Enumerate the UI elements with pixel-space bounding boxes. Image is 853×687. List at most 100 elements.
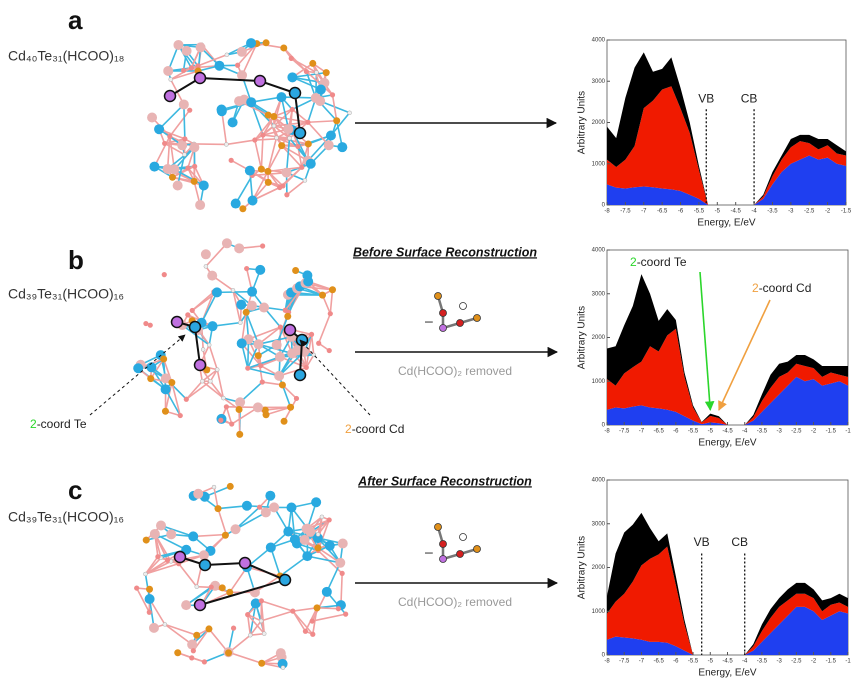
site-text: -coord Cd bbox=[352, 422, 405, 436]
atom bbox=[255, 265, 265, 275]
atom bbox=[283, 308, 288, 313]
atom bbox=[205, 625, 212, 632]
x-axis-label: Energy, E/eV bbox=[698, 438, 757, 449]
bond bbox=[287, 138, 290, 172]
atom bbox=[209, 584, 214, 589]
atom bbox=[237, 70, 247, 80]
atom bbox=[162, 408, 169, 415]
y-tick-label: 1000 bbox=[592, 161, 606, 167]
bond bbox=[261, 601, 292, 611]
bond bbox=[308, 121, 337, 123]
atom bbox=[245, 166, 255, 176]
atom bbox=[150, 529, 160, 539]
x-tick-label: -5 bbox=[708, 429, 714, 435]
atom bbox=[217, 106, 227, 116]
atom bbox=[201, 249, 211, 259]
bond bbox=[218, 509, 226, 535]
site-label: 2-coord Te bbox=[30, 417, 87, 431]
atom bbox=[239, 205, 246, 212]
atom bbox=[207, 271, 217, 281]
atom bbox=[280, 44, 287, 51]
atom bbox=[156, 521, 166, 531]
atom bbox=[303, 277, 313, 287]
atom bbox=[193, 489, 203, 499]
atom bbox=[200, 379, 204, 383]
annotation: 2-coord Cd bbox=[752, 281, 811, 295]
x-tick-label: -3 bbox=[776, 429, 782, 435]
atom bbox=[255, 352, 262, 359]
atom bbox=[264, 168, 271, 175]
x-tick-label: -5 bbox=[715, 209, 721, 215]
atom bbox=[336, 606, 341, 611]
atom bbox=[282, 168, 292, 178]
atom bbox=[283, 527, 293, 537]
atom bbox=[188, 531, 198, 541]
bond bbox=[165, 624, 197, 635]
atom bbox=[173, 40, 183, 50]
atom bbox=[294, 396, 299, 401]
atom bbox=[266, 542, 276, 552]
atom bbox=[276, 92, 286, 102]
bond bbox=[172, 383, 180, 416]
atom bbox=[290, 609, 295, 614]
formula: Cd₃₉Te₃₁(HCOO)₁₆ bbox=[8, 286, 124, 302]
atom bbox=[225, 649, 232, 656]
atom bbox=[265, 179, 272, 186]
x-tick-label: -6.5 bbox=[653, 429, 664, 435]
atom bbox=[221, 396, 225, 400]
atom bbox=[235, 397, 245, 407]
fragment-atom bbox=[460, 534, 467, 541]
atom bbox=[280, 183, 285, 188]
x-tick-label: -4.5 bbox=[731, 209, 742, 215]
y-tick-label: 3000 bbox=[592, 291, 606, 297]
bond bbox=[165, 624, 192, 644]
atom bbox=[181, 600, 191, 610]
atom bbox=[204, 264, 208, 268]
atom bbox=[322, 587, 332, 597]
x-tick-label: -6 bbox=[673, 429, 679, 435]
x-tick-label: -2.5 bbox=[791, 659, 802, 665]
band-label: VB bbox=[694, 535, 710, 549]
atom bbox=[215, 505, 222, 512]
x-tick-label: -3 bbox=[788, 209, 794, 215]
surface-atom bbox=[295, 128, 306, 139]
atom bbox=[183, 153, 187, 157]
x-axis-label: Energy, E/eV bbox=[697, 218, 756, 229]
bond bbox=[330, 290, 332, 314]
atom bbox=[337, 142, 347, 152]
atom bbox=[169, 77, 173, 81]
atom bbox=[237, 338, 247, 348]
y-tick-label: 4000 bbox=[592, 38, 606, 44]
atom bbox=[300, 535, 310, 545]
heading: Before Surface Reconstruction bbox=[353, 245, 537, 259]
atom bbox=[208, 379, 212, 383]
x-tick-label: -1 bbox=[845, 659, 851, 665]
atom bbox=[253, 339, 263, 349]
y-tick-label: 1000 bbox=[592, 379, 606, 385]
atom bbox=[260, 132, 265, 137]
atom bbox=[162, 141, 167, 146]
atom bbox=[237, 47, 247, 57]
x-tick-label: -1.5 bbox=[826, 659, 837, 665]
atom bbox=[236, 406, 243, 413]
atom bbox=[295, 144, 300, 149]
formula: Cd₄₀Te₃₁(HCOO)₁₈ bbox=[8, 48, 124, 64]
x-tick-label: -2 bbox=[811, 659, 817, 665]
atom bbox=[169, 164, 179, 174]
molecule bbox=[147, 38, 351, 212]
atom bbox=[302, 524, 312, 534]
atom bbox=[189, 65, 194, 70]
atom bbox=[274, 371, 284, 381]
atom bbox=[343, 612, 348, 617]
atom bbox=[212, 287, 222, 297]
atom bbox=[238, 321, 242, 325]
atom bbox=[244, 266, 249, 271]
atom bbox=[143, 537, 150, 544]
atom bbox=[229, 158, 234, 163]
atom bbox=[231, 288, 235, 292]
atom bbox=[195, 585, 199, 589]
annotation: 2-coord Te bbox=[630, 255, 687, 269]
atom bbox=[191, 648, 196, 653]
x-tick-label: -7 bbox=[639, 659, 645, 665]
fragment-atom bbox=[440, 541, 447, 548]
